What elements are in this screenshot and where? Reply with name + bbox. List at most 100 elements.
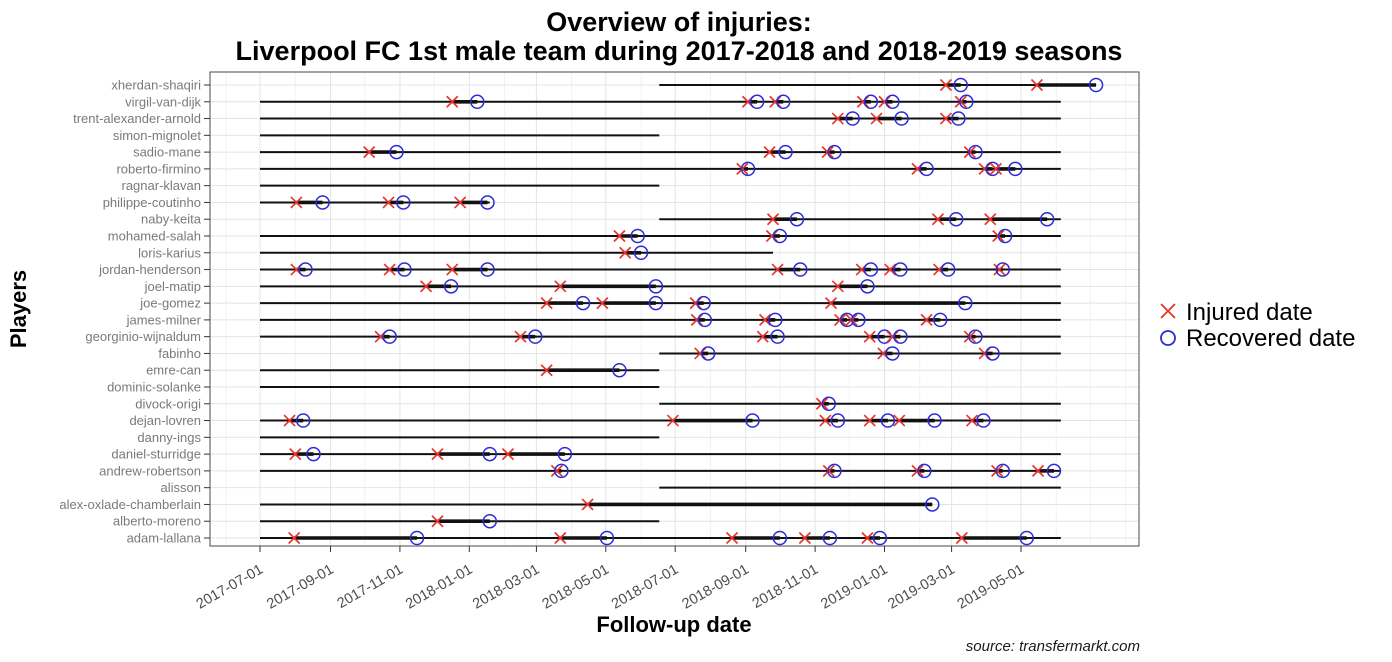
y-axis-tick-label: joel-matip [144, 279, 201, 294]
recovered-marker [894, 111, 909, 126]
injured-marker [989, 162, 1003, 175]
recovered-marker [749, 94, 765, 110]
x-axis-tick-label: 2018-05-01 [540, 562, 612, 613]
recovered-marker [827, 144, 842, 160]
injured-marker [884, 263, 897, 276]
y-axis-tick-label: james-milner [126, 312, 202, 327]
recovered-marker [1088, 77, 1104, 93]
injured-marker [694, 347, 707, 360]
injured-marker [824, 297, 838, 310]
injured-marker [419, 280, 433, 293]
circle-icon [1160, 330, 1176, 346]
recovered-marker [470, 94, 485, 110]
y-axis-tick-label: roberto-firmino [116, 161, 201, 176]
recovered-marker [482, 513, 498, 529]
injured-marker [689, 297, 702, 310]
recovered-marker [740, 161, 756, 177]
injured-marker [288, 531, 301, 545]
recovered-marker [443, 279, 459, 294]
recovered-marker [382, 329, 397, 344]
injured-marker [978, 162, 991, 175]
recovered-marker [959, 94, 974, 110]
injured-marker [613, 229, 626, 243]
recovered-marker [893, 262, 908, 277]
injured-marker [382, 196, 395, 209]
injured-marker [822, 464, 835, 477]
recovered-marker [633, 245, 649, 261]
injured-marker [619, 246, 632, 259]
recovered-marker [968, 144, 983, 160]
injured-marker [283, 414, 296, 427]
recovered-marker [1039, 211, 1055, 227]
injured-marker [666, 414, 680, 427]
injured-marker [886, 330, 899, 343]
injured-marker [831, 112, 844, 125]
injured-marker [540, 297, 553, 310]
injured-marker [431, 515, 444, 528]
injured-marker [954, 95, 967, 108]
y-axis-tick-label: daniel-sturridge [111, 447, 201, 462]
y-axis-tick-label: virgil-van-dijk [125, 94, 201, 109]
recovered-marker [700, 346, 716, 361]
recovered-marker [778, 144, 793, 160]
recovered-marker [830, 413, 846, 428]
injured-marker [990, 464, 1004, 477]
injured-marker [978, 347, 991, 360]
panel-background [210, 72, 1139, 546]
recovered-marker [612, 362, 627, 378]
legend-label-recovered: Recovered date [1186, 325, 1355, 352]
y-axis-tick-label: mohamed-salah [108, 229, 201, 244]
x-axis-tick-label: 2019-03-01 [885, 562, 957, 613]
recovered-marker [845, 111, 860, 126]
y-axis-tick-label: dejan-lovren [129, 413, 201, 428]
recovered-marker [554, 463, 569, 479]
recovered-marker [885, 346, 900, 361]
recovered-marker [995, 262, 1011, 277]
y-axis-tick-label: jordan-henderson [98, 262, 201, 277]
y-axis-tick-label: simon-mignolet [113, 128, 202, 143]
recovered-marker [295, 413, 311, 428]
recovered-marker [648, 279, 664, 294]
recovered-marker [789, 211, 805, 227]
recovered-marker [298, 262, 313, 277]
y-axis-tick-label: alisson [161, 480, 201, 495]
recovered-marker [575, 295, 591, 311]
recovered-marker [822, 530, 838, 546]
x-axis-title: Follow-up date [596, 612, 751, 637]
injured-marker [963, 330, 976, 343]
injured-marker [514, 330, 527, 343]
recovered-marker [480, 195, 495, 210]
recovered-marker [599, 530, 615, 546]
injured-marker [763, 146, 776, 159]
injured-marker [1031, 464, 1045, 477]
recovered-marker [917, 463, 932, 479]
y-axis-tick-label: joe-gomez [139, 296, 201, 311]
recovered-marker [315, 195, 330, 210]
y-axis-title: Players [6, 270, 31, 348]
y-axis-tick-label: philippe-coutinho [103, 195, 201, 210]
x-axis-tick-label: 2018-09-01 [679, 562, 751, 613]
recovered-marker [976, 413, 991, 428]
x-axis-tick-label: 2019-05-01 [955, 562, 1027, 613]
injured-marker [984, 213, 997, 226]
y-axis-tick-label: xherdan-shaqiri [111, 78, 201, 93]
recovered-marker [958, 295, 973, 311]
y-axis-tick-label: naby-keita [141, 212, 202, 227]
recovered-marker [880, 413, 896, 428]
recovered-marker [968, 329, 983, 344]
injured-marker [289, 448, 302, 461]
recovered-marker [482, 446, 498, 462]
legend-label-injured: Injured date [1186, 299, 1313, 326]
legend: Injured date Recovered date [1160, 299, 1355, 352]
recovered-marker [940, 262, 956, 277]
recovered-marker [768, 312, 783, 328]
recovered-marker [696, 295, 711, 311]
x-axis-tick-label: 2018-11-01 [750, 562, 821, 612]
x-axis-tick-label: 2018-07-01 [609, 562, 681, 613]
recovered-marker [480, 262, 495, 277]
cross-icon [1160, 303, 1176, 319]
x-axis-tick-label: 2017-11-01 [335, 562, 406, 612]
injured-marker [581, 498, 594, 511]
source-caption: source: transfermarkt.com [966, 638, 1140, 655]
